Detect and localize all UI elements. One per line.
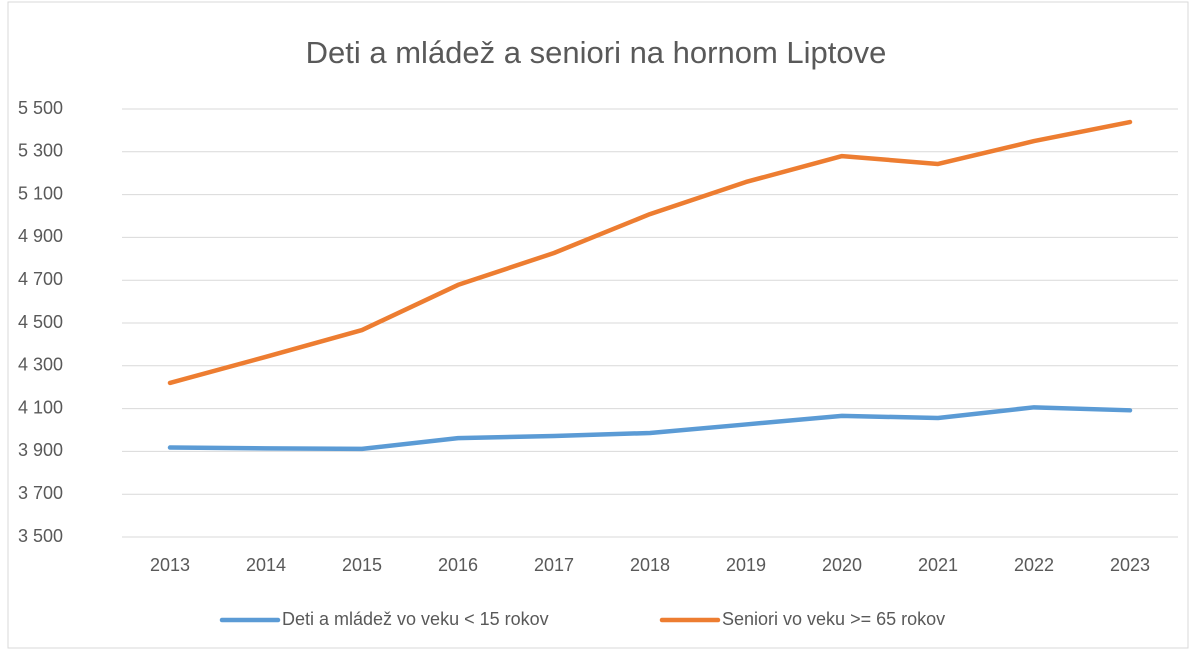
legend-label: Seniori vo veku >= 65 rokov (722, 609, 945, 629)
chart-border (7, 1, 1189, 649)
x-tick-label: 2021 (918, 555, 958, 575)
x-tick-label: 2022 (1014, 555, 1054, 575)
x-tick-label: 2020 (822, 555, 862, 575)
x-tick-label: 2014 (246, 555, 286, 575)
x-tick-label: 2015 (342, 555, 382, 575)
y-tick-label: 4 100 (18, 397, 63, 417)
y-tick-label: 3 700 (18, 483, 63, 503)
y-tick-label: 5 100 (18, 183, 63, 203)
x-tick-label: 2023 (1110, 555, 1150, 575)
x-tick-label: 2018 (630, 555, 670, 575)
chart-title: Deti a mládež a seniori na hornom Liptov… (306, 35, 887, 70)
y-tick-label: 5 500 (18, 98, 63, 118)
legend-label: Deti a mládež vo veku < 15 rokov (282, 609, 549, 629)
x-tick-label: 2019 (726, 555, 766, 575)
x-tick-label: 2016 (438, 555, 478, 575)
x-tick-label: 2017 (534, 555, 574, 575)
series-line (167, 119, 1133, 386)
y-tick-label: 3 900 (18, 440, 63, 460)
y-tick-label: 3 500 (18, 526, 63, 546)
x-tick-label: 2013 (150, 555, 190, 575)
y-tick-label: 5 300 (18, 141, 63, 161)
y-tick-label: 4 700 (18, 269, 63, 289)
y-tick-label: 4 500 (18, 312, 63, 332)
y-tick-label: 4 900 (18, 226, 63, 246)
series-line (167, 405, 1133, 452)
y-tick-label: 4 300 (18, 355, 63, 375)
